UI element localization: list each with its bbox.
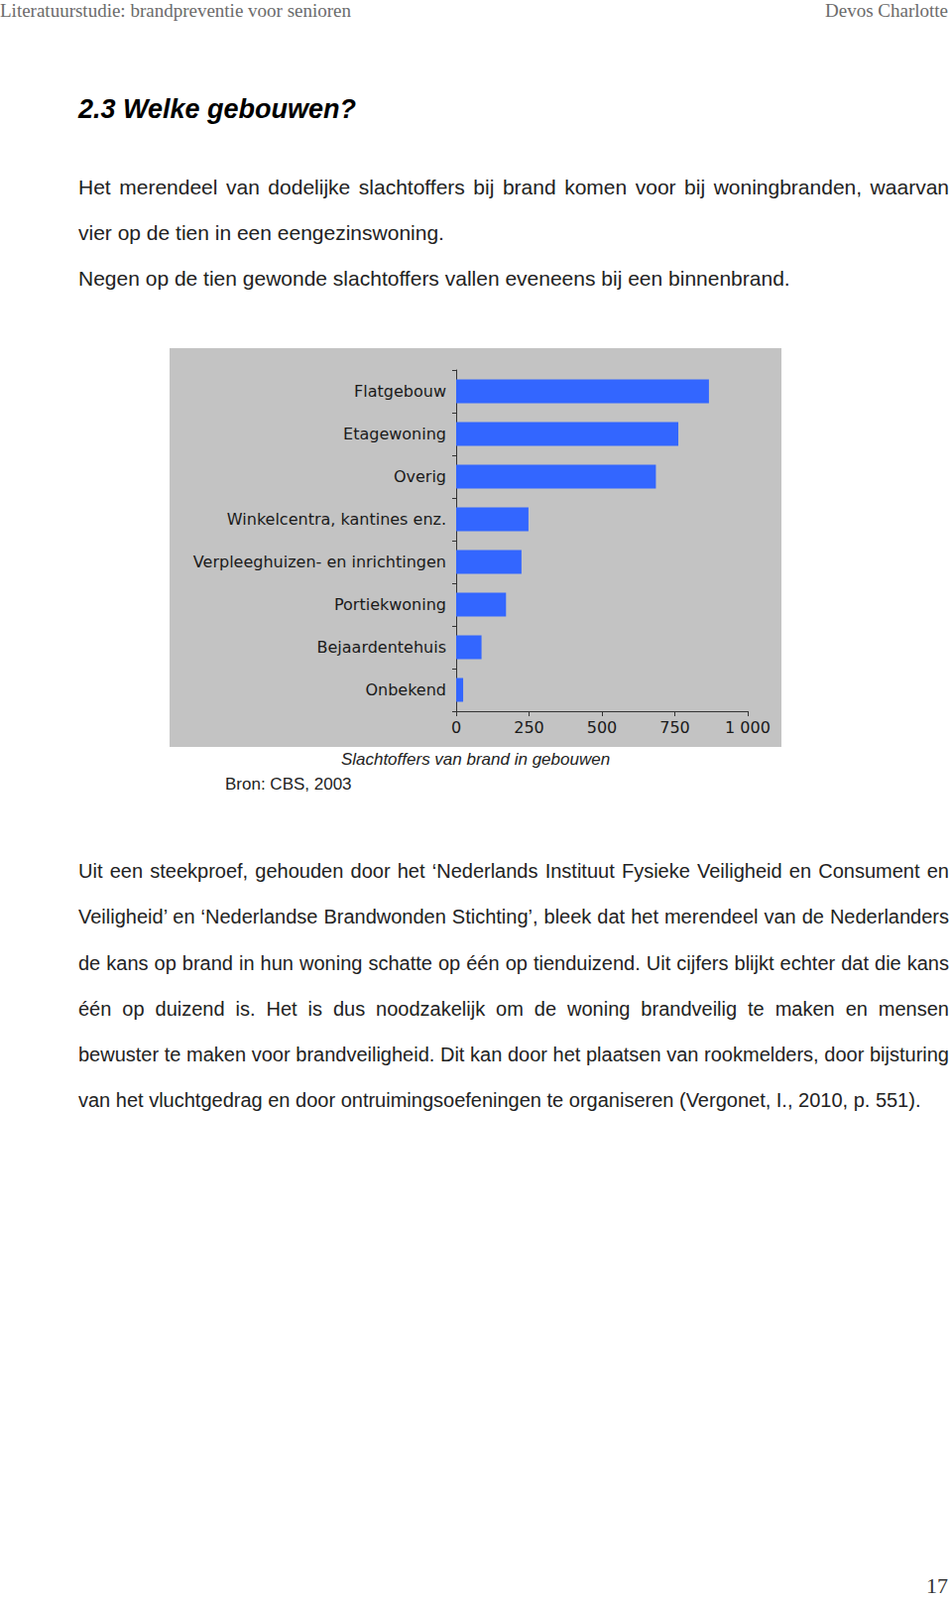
html-text:Het merendeel van dodelijke sl: Het merendeel van dodelijke slachtoffers… [78,175,950,244]
html-text:2.3 Welke gebouwen?: 2.3 Welke gebouwen? [78,94,357,124]
svg-text:500: 500 [587,717,618,737]
svg-text:250: 250 [513,717,545,737]
html-text:Uit een steekproef, gehouden d: Uit een steekproef, gehouden door het ‘N… [78,859,950,1112]
svg-text:Portiekwoning: Portiekwoning [334,595,447,614]
svg-text:Verpleeghuizen- en inrichtinge: Verpleeghuizen- en inrichtingen [193,552,447,572]
html-text:Devos Charlotte: Devos Charlotte [825,0,949,21]
svg-text:750: 750 [659,717,691,737]
svg-text:0: 0 [451,717,462,737]
svg-text:Overig: Overig [393,467,447,486]
svg-text:Bejaardentehuis: Bejaardentehuis [317,637,448,657]
html-text:Slachtoffers van brand in gebo: Slachtoffers van brand in gebouwen [341,749,610,769]
html-text:17: 17 [926,1572,949,1598]
svg-text:Winkelcentra, kantines enz.: Winkelcentra, kantines enz. [227,509,447,529]
svg-text:Flatgebouw: Flatgebouw [354,381,447,401]
html-text:Negen op de tien gewonde slach: Negen op de tien gewonde slachtoffers va… [78,266,790,290]
svg-text:1 000: 1 000 [724,717,771,737]
svg-text:Onbekend: Onbekend [364,680,447,700]
svg-text:Etagewoning: Etagewoning [343,424,447,444]
html-text:Bron: CBS, 2003: Bron: CBS, 2003 [225,774,352,794]
html-text:Literatuurstudie: brandprevent: Literatuurstudie: brandpreventie voor se… [0,0,352,21]
